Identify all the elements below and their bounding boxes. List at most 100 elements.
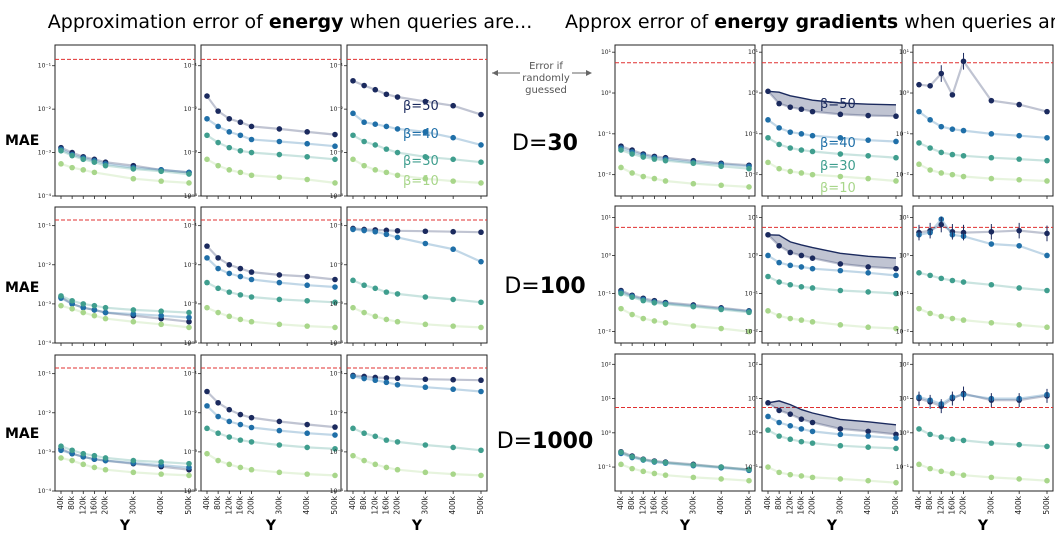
data-point	[798, 131, 805, 137]
data-point	[383, 169, 390, 176]
data-point	[58, 161, 64, 167]
y-tick-label: 10⁻²	[38, 106, 52, 113]
data-point	[383, 375, 390, 381]
x-axis-label: Y	[826, 518, 838, 534]
data-point	[215, 430, 221, 437]
data-point	[787, 471, 794, 478]
data-point	[787, 104, 794, 110]
data-point	[927, 145, 933, 151]
y-tick-label: 10⁻⁴	[38, 340, 52, 347]
data-point	[186, 180, 192, 186]
data-point	[629, 465, 635, 472]
data-point	[226, 461, 233, 468]
data-point	[361, 457, 367, 464]
data-point	[215, 413, 221, 420]
data-point	[237, 411, 244, 418]
x-tick-label: 500k	[744, 495, 753, 514]
panel-frame	[54, 206, 196, 344]
y-tick-label: 10⁻⁴	[38, 193, 52, 200]
y-tick-label: 10⁻³	[38, 449, 52, 456]
data-point	[186, 318, 192, 325]
data-point	[837, 426, 844, 432]
data-point	[450, 156, 456, 163]
data-point	[865, 444, 871, 451]
data-point	[662, 472, 669, 478]
y-tick-label: 10²	[748, 361, 759, 368]
data-point	[690, 474, 697, 481]
data-point	[938, 275, 945, 282]
data-point	[765, 159, 771, 166]
data-point	[276, 279, 283, 286]
data-point	[765, 308, 771, 314]
data-point	[91, 159, 98, 166]
data-point	[237, 437, 244, 443]
y-tick-label: 10⁻¹	[745, 464, 759, 471]
data-point	[988, 97, 995, 104]
data-point	[809, 108, 816, 115]
y-tick-label: 10⁻²	[745, 172, 759, 179]
data-point	[58, 455, 64, 461]
x-tick-label: 500k	[184, 495, 193, 514]
y-tick-label: 10⁻¹	[38, 223, 52, 230]
data-point	[58, 443, 64, 449]
data-point	[383, 379, 390, 386]
data-point	[186, 460, 192, 467]
data-point	[798, 252, 805, 259]
panel-frame	[346, 354, 488, 492]
x-tick-label: 80k	[67, 495, 76, 510]
data-point	[332, 276, 338, 283]
upper-bound-line	[767, 400, 897, 426]
data-point	[809, 132, 816, 139]
data-point	[718, 476, 724, 482]
data-point	[1044, 108, 1050, 115]
data-point	[91, 312, 98, 319]
data-point	[809, 285, 816, 291]
chart-panel: 10⁻⁴ 10⁻³ 10⁻² 10⁻¹	[38, 206, 196, 347]
y-tick-label: 10¹	[899, 396, 910, 403]
data-point	[1044, 287, 1050, 294]
data-point	[865, 264, 871, 270]
data-point	[204, 450, 210, 457]
data-point	[662, 459, 669, 466]
data-point	[332, 324, 338, 331]
data-point	[304, 323, 310, 329]
data-point	[69, 297, 75, 304]
x-tick-label: 200k	[959, 495, 968, 514]
y-tick-label: 10⁻¹	[598, 131, 612, 138]
y-tick-label: 10⁰	[748, 90, 759, 97]
panel-frame	[912, 205, 1054, 344]
panel-frame	[200, 354, 342, 492]
panel-frame	[912, 353, 1054, 492]
data-point	[478, 180, 484, 186]
data-point	[809, 474, 816, 481]
data-point	[787, 281, 794, 288]
data-point	[629, 311, 635, 318]
data-point	[226, 289, 233, 295]
data-point	[787, 168, 794, 175]
data-point	[787, 262, 794, 269]
y-tick-label: 10⁻⁴	[330, 488, 344, 495]
data-point	[158, 312, 164, 319]
panel-frame	[54, 354, 196, 492]
data-point	[798, 473, 805, 479]
y-tick-label: 10⁻³	[184, 301, 198, 308]
y-tick-label: 10⁻²	[184, 262, 198, 269]
data-point	[640, 173, 647, 180]
y-tick-label: 10¹	[601, 396, 612, 403]
data-point	[226, 313, 233, 320]
data-point	[765, 273, 771, 280]
data-point	[916, 305, 922, 312]
x-tick-label: 80k	[213, 495, 222, 510]
data-point	[394, 172, 401, 179]
chart-panel: 10⁻¹ 10⁰ 10¹ 10² 40k 80k 120k 160k 200k 300k 400k 5…	[745, 353, 903, 515]
data-point	[1016, 176, 1022, 183]
data-point	[837, 287, 844, 294]
data-point	[765, 134, 771, 141]
y-tick-label: 10⁻¹	[896, 291, 910, 298]
data-point	[618, 461, 624, 468]
random-guess-annotation: Error if randomly guessed	[492, 61, 592, 96]
data-point	[938, 468, 945, 475]
data-point	[618, 147, 624, 153]
data-point	[383, 227, 390, 234]
data-point	[450, 444, 456, 451]
